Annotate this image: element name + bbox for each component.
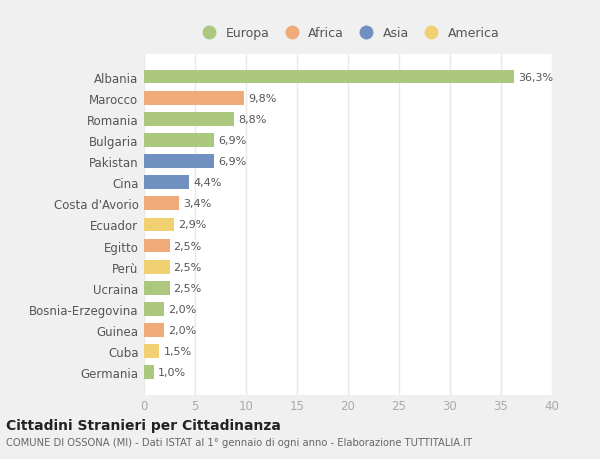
Text: 1,5%: 1,5% xyxy=(163,347,191,356)
Bar xyxy=(144,71,514,84)
Bar xyxy=(144,324,164,337)
Bar xyxy=(144,302,164,316)
Bar xyxy=(144,197,179,211)
Text: 2,5%: 2,5% xyxy=(173,262,202,272)
Text: COMUNE DI OSSONA (MI) - Dati ISTAT al 1° gennaio di ogni anno - Elaborazione TUT: COMUNE DI OSSONA (MI) - Dati ISTAT al 1°… xyxy=(6,437,472,447)
Text: 6,9%: 6,9% xyxy=(218,135,247,146)
Bar xyxy=(144,176,189,190)
Bar xyxy=(144,112,234,126)
Text: 3,4%: 3,4% xyxy=(183,199,211,209)
Text: 1,0%: 1,0% xyxy=(158,368,187,377)
Text: 2,5%: 2,5% xyxy=(173,283,202,293)
Text: 8,8%: 8,8% xyxy=(238,115,266,124)
Text: 2,0%: 2,0% xyxy=(169,325,197,335)
Bar xyxy=(144,218,173,232)
Text: 4,4%: 4,4% xyxy=(193,178,221,188)
Text: 9,8%: 9,8% xyxy=(248,94,277,103)
Text: Cittadini Stranieri per Cittadinanza: Cittadini Stranieri per Cittadinanza xyxy=(6,418,281,432)
Bar xyxy=(144,281,170,295)
Bar xyxy=(144,260,170,274)
Text: 2,9%: 2,9% xyxy=(178,220,206,230)
Legend: Europa, Africa, Asia, America: Europa, Africa, Asia, America xyxy=(197,28,499,40)
Text: 6,9%: 6,9% xyxy=(218,157,247,167)
Bar xyxy=(144,92,244,105)
Bar xyxy=(144,366,154,379)
Bar xyxy=(144,345,160,358)
Text: 36,3%: 36,3% xyxy=(518,73,553,82)
Text: 2,0%: 2,0% xyxy=(169,304,197,314)
Bar xyxy=(144,239,170,253)
Text: 2,5%: 2,5% xyxy=(173,241,202,251)
Bar xyxy=(144,155,214,168)
Bar xyxy=(144,134,214,147)
